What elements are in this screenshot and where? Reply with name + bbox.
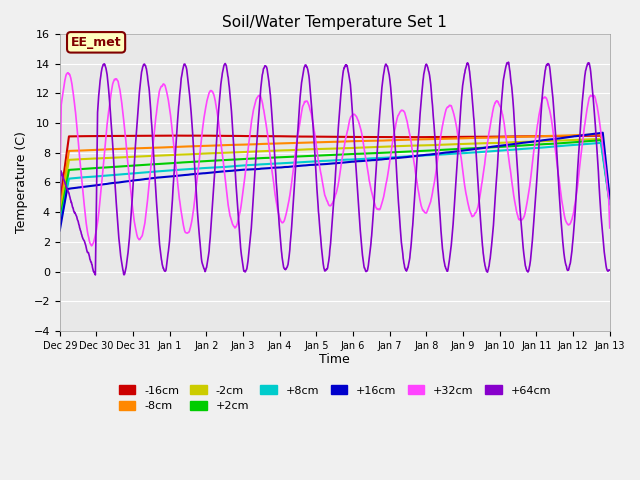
- +16cm: [121, 179, 129, 184]
- +64cm: [92, 272, 99, 278]
- +64cm: [311, 149, 319, 155]
- +64cm: [121, 269, 129, 275]
- -2cm: [369, 144, 376, 150]
- Title: Soil/Water Temperature Set 1: Soil/Water Temperature Set 1: [222, 15, 447, 30]
- +8cm: [369, 156, 376, 161]
- +64cm: [56, 218, 63, 224]
- Line: -8cm: -8cm: [60, 134, 610, 211]
- -2cm: [301, 146, 308, 152]
- +64cm: [369, 214, 377, 219]
- +2cm: [597, 137, 605, 143]
- +16cm: [301, 163, 308, 168]
- -2cm: [99, 156, 106, 161]
- +64cm: [301, 63, 308, 69]
- +32cm: [290, 163, 298, 169]
- +8cm: [289, 160, 297, 166]
- +32cm: [311, 134, 319, 140]
- -16cm: [56, 201, 63, 207]
- +32cm: [65, 70, 72, 76]
- -16cm: [311, 134, 319, 140]
- -8cm: [606, 197, 614, 203]
- +32cm: [88, 243, 95, 249]
- X-axis label: Time: Time: [319, 353, 350, 366]
- -16cm: [606, 198, 614, 204]
- -8cm: [301, 140, 308, 145]
- +16cm: [289, 164, 297, 169]
- +8cm: [597, 140, 605, 146]
- +8cm: [99, 173, 106, 179]
- Line: +32cm: +32cm: [60, 73, 610, 246]
- -16cm: [290, 133, 298, 139]
- +2cm: [310, 153, 318, 158]
- -2cm: [121, 155, 129, 160]
- Line: -2cm: -2cm: [60, 139, 610, 216]
- +2cm: [121, 163, 129, 169]
- Line: +16cm: +16cm: [60, 132, 610, 230]
- -16cm: [99, 133, 106, 139]
- +32cm: [606, 225, 614, 231]
- -8cm: [310, 140, 318, 145]
- -2cm: [596, 136, 604, 142]
- +8cm: [301, 159, 308, 165]
- +64cm: [505, 60, 513, 65]
- +16cm: [310, 162, 318, 168]
- -8cm: [597, 132, 605, 137]
- Line: +64cm: +64cm: [60, 62, 610, 275]
- +16cm: [599, 130, 607, 135]
- -8cm: [369, 138, 376, 144]
- +32cm: [301, 99, 309, 105]
- +2cm: [289, 154, 297, 159]
- -8cm: [99, 147, 106, 153]
- +2cm: [369, 150, 376, 156]
- Text: EE_met: EE_met: [71, 36, 122, 49]
- Y-axis label: Temperature (C): Temperature (C): [15, 132, 28, 233]
- +8cm: [606, 202, 614, 207]
- +16cm: [606, 195, 614, 201]
- Legend: -16cm, -8cm, -2cm, +2cm, +8cm, +16cm, +32cm, +64cm: -16cm, -8cm, -2cm, +2cm, +8cm, +16cm, +3…: [114, 381, 556, 416]
- +2cm: [56, 218, 63, 224]
- -16cm: [168, 132, 175, 138]
- Line: +8cm: +8cm: [60, 143, 610, 225]
- -16cm: [301, 134, 308, 140]
- +32cm: [99, 166, 107, 171]
- -16cm: [369, 134, 377, 140]
- +64cm: [99, 63, 106, 69]
- +2cm: [301, 153, 308, 159]
- +16cm: [99, 181, 106, 187]
- +32cm: [122, 134, 129, 140]
- -8cm: [121, 146, 129, 152]
- -16cm: [121, 133, 129, 139]
- -2cm: [606, 200, 614, 205]
- +8cm: [310, 158, 318, 164]
- +16cm: [369, 157, 376, 163]
- -8cm: [289, 140, 297, 146]
- +2cm: [99, 165, 106, 170]
- -8cm: [56, 208, 63, 214]
- +2cm: [606, 200, 614, 206]
- -2cm: [56, 213, 63, 219]
- +32cm: [370, 196, 378, 202]
- -2cm: [310, 146, 318, 152]
- Line: -16cm: -16cm: [60, 135, 610, 204]
- +16cm: [56, 228, 63, 233]
- Line: +2cm: +2cm: [60, 140, 610, 221]
- +8cm: [56, 222, 63, 228]
- +32cm: [56, 188, 63, 193]
- -2cm: [289, 147, 297, 153]
- +64cm: [290, 195, 298, 201]
- +8cm: [121, 171, 129, 177]
- +64cm: [606, 267, 614, 273]
